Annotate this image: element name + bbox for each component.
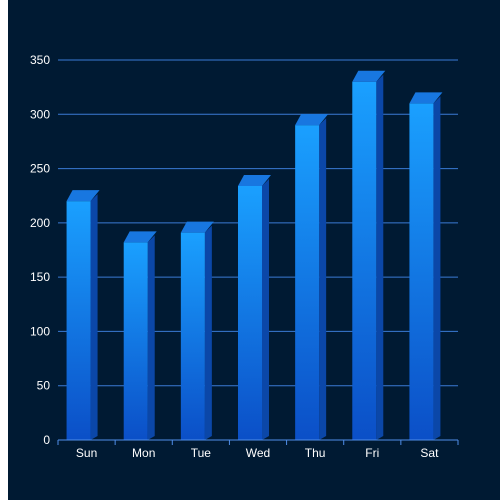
bar-front — [66, 201, 91, 440]
bar-front — [352, 81, 377, 440]
bar-side — [90, 194, 98, 440]
bar-mon — [123, 231, 157, 440]
bar-side — [319, 118, 327, 441]
y-tick-label: 350 — [30, 53, 50, 67]
bar-front — [180, 232, 205, 440]
bar-wed — [238, 174, 271, 440]
bar-top — [238, 174, 271, 186]
bar-side — [433, 96, 441, 440]
y-tick-label: 300 — [30, 107, 50, 121]
x-tick-label: Wed — [246, 446, 270, 460]
bar-top — [66, 190, 100, 202]
x-axis — [57, 439, 459, 445]
bar-top — [352, 70, 386, 82]
bar-front — [123, 242, 148, 440]
x-tick-label: Mon — [132, 446, 155, 460]
y-tick-label: 200 — [30, 216, 50, 230]
y-tick-label: 250 — [30, 162, 50, 176]
y-tick-label: 100 — [30, 324, 50, 338]
bar-top — [295, 114, 329, 126]
bar-fri — [352, 70, 386, 440]
y-tick-label: 0 — [43, 433, 50, 447]
y-tick-label: 150 — [30, 270, 50, 284]
bar-front — [238, 185, 262, 440]
bar-top — [180, 221, 214, 233]
bar-side — [376, 74, 384, 440]
x-axis-labels: Sun Mon Tue Wed Thu Fri Sat — [76, 446, 439, 460]
x-tick-label: Tue — [191, 446, 212, 460]
y-axis-labels: 0 50 100 150 200 250 300 350 — [30, 53, 50, 447]
bar-side — [204, 225, 212, 440]
x-tick-label: Fri — [365, 446, 379, 460]
bar-side — [262, 178, 269, 440]
x-tick-label: Sun — [76, 446, 97, 460]
bar-top — [409, 92, 443, 104]
bar-front — [295, 125, 320, 441]
bar-sun — [66, 190, 100, 440]
bar-chart: 0 50 100 150 200 250 300 350 Sun Mon Tue Wed Thu Fri… — [8, 0, 500, 500]
x-tick-label: Thu — [305, 446, 326, 460]
chart-panel: 0 50 100 150 200 250 300 350 Sun Mon Tue Wed Thu Fri… — [8, 0, 500, 500]
bar-front — [409, 103, 434, 440]
x-tick-label: Sat — [420, 446, 439, 460]
y-tick-label: 50 — [37, 379, 51, 393]
bar-side — [147, 235, 155, 440]
bar-sat — [409, 92, 443, 440]
bar-thu — [295, 114, 329, 441]
bars — [66, 70, 443, 441]
bar-tue — [180, 221, 214, 440]
bar-top — [123, 231, 157, 243]
